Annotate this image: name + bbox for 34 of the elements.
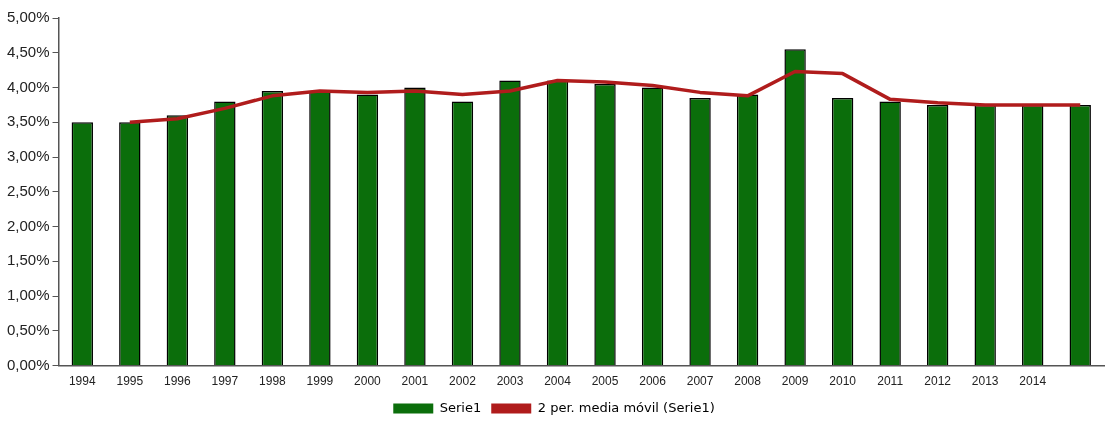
x-tick-label: 2005 <box>591 374 619 389</box>
x-tick-label: 1997 <box>211 374 239 389</box>
y-tick-label: 3,50% <box>6 112 50 130</box>
legend-label: 2 per. media móvil (Serie1) <box>537 399 715 415</box>
x-tick-label: 1996 <box>163 374 191 389</box>
x-tick-label: 2009 <box>781 374 809 389</box>
y-tick-label: 2,50% <box>6 181 50 199</box>
y-tick-label: 1,50% <box>6 251 50 269</box>
x-tick-label: 2008 <box>734 374 762 389</box>
x-tick-label: 2006 <box>639 374 667 389</box>
x-tick-label: 2002 <box>449 374 477 389</box>
x-tick-label: 2013 <box>971 374 999 389</box>
x-tick-label: 2007 <box>686 374 714 389</box>
x-tick-label: 2001 <box>401 374 429 389</box>
y-tick-label: 4,50% <box>6 42 50 60</box>
x-tick-label: 2010 <box>829 374 857 389</box>
x-tick-label: 2014 <box>1019 374 1047 389</box>
x-tick-label: 1998 <box>259 374 287 389</box>
x-tick-label: 2003 <box>496 374 524 389</box>
x-tick-label: 2012 <box>924 374 952 389</box>
y-tick-label: 4,00% <box>6 77 50 95</box>
x-tick-label: 2000 <box>354 374 382 389</box>
x-tick-label: 1994 <box>68 374 96 389</box>
y-tick-label: 0,00% <box>6 355 50 373</box>
x-tick-label: 1999 <box>306 374 334 389</box>
y-tick-label: 2,00% <box>6 216 50 234</box>
y-tick-label: 1,00% <box>6 286 50 304</box>
y-tick-label: 3,00% <box>6 147 50 165</box>
legend-label: Serie1 <box>439 399 482 415</box>
x-tick-label: 1995 <box>116 374 144 389</box>
x-tick-label: 2004 <box>544 374 572 389</box>
x-tick-label: 2011 <box>877 374 904 389</box>
y-tick-label: 0,50% <box>6 320 50 338</box>
y-tick-label: 5,00% <box>6 8 50 26</box>
